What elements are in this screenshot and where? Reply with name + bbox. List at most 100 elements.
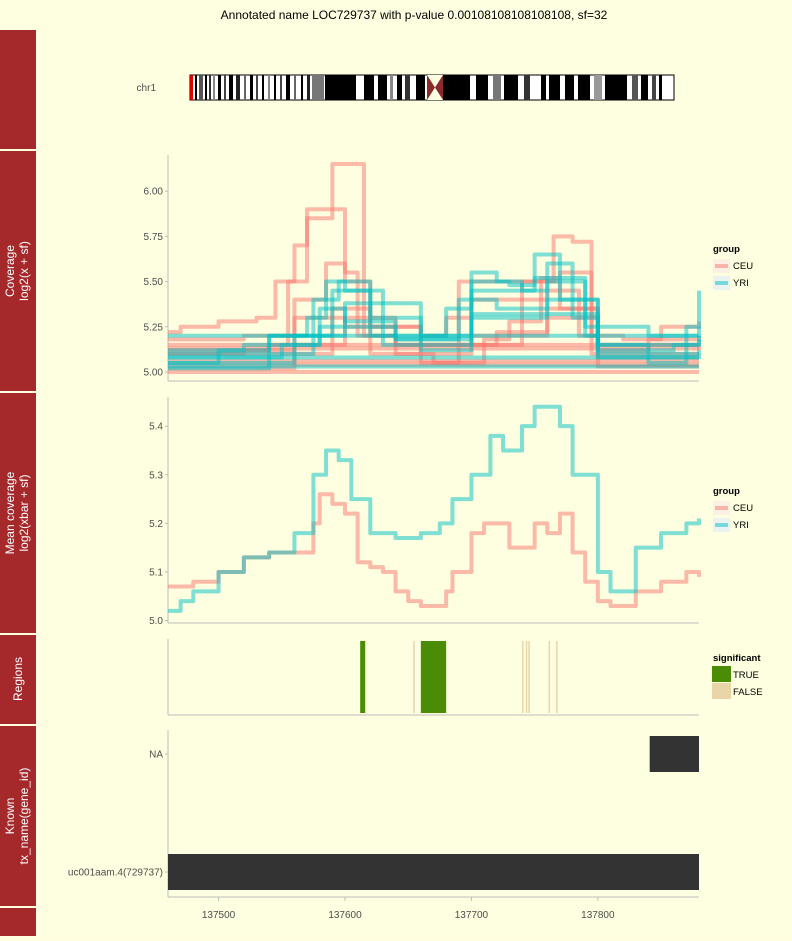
region-not-significant bbox=[528, 641, 530, 713]
strip-mean-coverage bbox=[0, 393, 36, 633]
x-tick-label: 137600 bbox=[328, 910, 362, 921]
known-transcripts-panel: NA uc001aam.4(729737) 137500 137600 137700 1… bbox=[68, 730, 699, 921]
region-not-significant bbox=[525, 641, 528, 713]
legend2-label-yri: YRI bbox=[733, 520, 749, 531]
legend1-label-ceu: CEU bbox=[733, 261, 753, 272]
ideogram-chrom-label: chr1 bbox=[137, 83, 157, 94]
ideogram-band bbox=[195, 75, 197, 100]
ideogram-band bbox=[594, 75, 602, 100]
ideogram-band bbox=[312, 75, 324, 100]
ideogram-band bbox=[286, 75, 290, 100]
coverage-y-ticks: 5.00 5.25 5.50 5.75 6.00 bbox=[144, 187, 168, 378]
ideogram-band bbox=[378, 75, 387, 100]
region-not-significant bbox=[556, 641, 558, 713]
coverage-ytick-label: 5.25 bbox=[144, 322, 164, 333]
regions-rects bbox=[360, 641, 558, 713]
ideogram-band bbox=[405, 75, 410, 100]
ideogram-band bbox=[541, 75, 546, 100]
ideogram-band bbox=[659, 75, 662, 100]
legend3-label-true: TRUE bbox=[733, 670, 759, 681]
ideogram-band bbox=[199, 75, 203, 100]
legend-group-mean: group CEU YRI bbox=[713, 486, 753, 532]
known-ytick-label: NA bbox=[149, 750, 163, 761]
coverage-ytick-label: 6.00 bbox=[144, 187, 164, 198]
strip-coverage-line2: log2(x + sf) bbox=[17, 241, 31, 301]
ideogram-band bbox=[280, 75, 282, 100]
region-not-significant bbox=[413, 641, 415, 713]
transcript-bar bbox=[168, 854, 699, 890]
mean-ytick-label: 5.0 bbox=[149, 616, 163, 627]
ideogram-band bbox=[224, 75, 226, 100]
ideogram-band bbox=[443, 75, 470, 100]
strip-coverage bbox=[0, 151, 36, 391]
x-tick-label: 137800 bbox=[581, 910, 615, 921]
ideogram-band bbox=[301, 75, 303, 100]
ideogram-band bbox=[416, 75, 425, 100]
strip-mean-line2: log2(xbar + sf) bbox=[17, 474, 31, 551]
known-ytick-label: uc001aam.4(729737) bbox=[68, 868, 163, 879]
x-tick-label: 137700 bbox=[455, 910, 489, 921]
legend1-title: group bbox=[713, 244, 740, 255]
coverage-ytick-label: 5.00 bbox=[144, 367, 164, 378]
legend2-label-ceu: CEU bbox=[733, 503, 753, 514]
ideogram-band bbox=[493, 75, 501, 100]
ideogram-band bbox=[565, 75, 574, 100]
ideogram-band bbox=[632, 75, 638, 100]
regions-panel bbox=[167, 639, 699, 716]
ideogram-band bbox=[476, 75, 488, 100]
ideogram-band bbox=[213, 75, 215, 100]
x-tick-label: 137500 bbox=[202, 910, 236, 921]
mean-ytick-label: 5.2 bbox=[149, 519, 163, 530]
known-rects: NA uc001aam.4(729737) bbox=[68, 736, 699, 890]
region-significant bbox=[420, 641, 447, 713]
ideogram-band bbox=[397, 75, 402, 100]
ideogram-band bbox=[390, 75, 393, 100]
ideogram-band bbox=[244, 75, 246, 100]
ideogram-band bbox=[229, 75, 233, 100]
coverage-panel: 5.00 5.25 5.50 5.75 6.00 bbox=[144, 155, 701, 382]
legend3-swatch-true bbox=[712, 666, 731, 682]
coverage-ytick-label: 5.75 bbox=[144, 232, 164, 243]
ideogram-band bbox=[218, 75, 221, 100]
ideogram-band bbox=[205, 75, 207, 100]
mean-ytick-label: 5.1 bbox=[149, 567, 163, 578]
strip-bottom bbox=[0, 908, 36, 936]
strip-coverage-line1: Coverage bbox=[3, 245, 17, 297]
strip-known bbox=[0, 726, 36, 906]
chromosome-ideogram bbox=[189, 74, 675, 101]
ideogram-centromere-right bbox=[435, 75, 443, 100]
ideogram-band bbox=[364, 75, 374, 100]
ideogram-band bbox=[652, 75, 656, 100]
ideogram-band bbox=[256, 75, 258, 100]
legend2-title: group bbox=[713, 486, 740, 497]
ideogram-band bbox=[524, 75, 530, 100]
coverage-series-yri bbox=[168, 297, 701, 365]
ideogram-band bbox=[274, 75, 276, 100]
mean-coverage-panel: 5.0 5.1 5.2 5.3 5.4 bbox=[149, 397, 701, 627]
ideogram-band bbox=[605, 75, 627, 100]
region-not-significant bbox=[522, 641, 524, 713]
ideogram-band bbox=[578, 75, 590, 100]
mean-ytick-label: 5.3 bbox=[149, 470, 163, 481]
ideogram-band bbox=[262, 75, 264, 100]
legend-group-coverage: group CEU YRI bbox=[713, 244, 753, 290]
ideogram-band bbox=[209, 75, 211, 100]
ideogram-band bbox=[641, 75, 648, 100]
strip-mean-line1: Mean coverage bbox=[3, 471, 17, 554]
ideogram-region-marker bbox=[190, 75, 193, 100]
legend3-label-false: FALSE bbox=[733, 687, 763, 698]
mean-series-yri bbox=[168, 404, 701, 613]
strip-ideogram bbox=[0, 30, 36, 149]
strip-known-line2: tx_name(gene_id) bbox=[17, 768, 31, 865]
legend3-title: significant bbox=[713, 653, 761, 664]
ideogram-band bbox=[504, 75, 518, 100]
mean-ytick-label: 5.4 bbox=[149, 422, 163, 433]
mean-y-ticks: 5.0 5.1 5.2 5.3 5.4 bbox=[149, 422, 168, 627]
ideogram-band bbox=[307, 75, 310, 100]
legend3-swatch-false bbox=[712, 683, 731, 699]
transcript-bar bbox=[649, 736, 699, 772]
ideogram-band bbox=[294, 75, 296, 100]
